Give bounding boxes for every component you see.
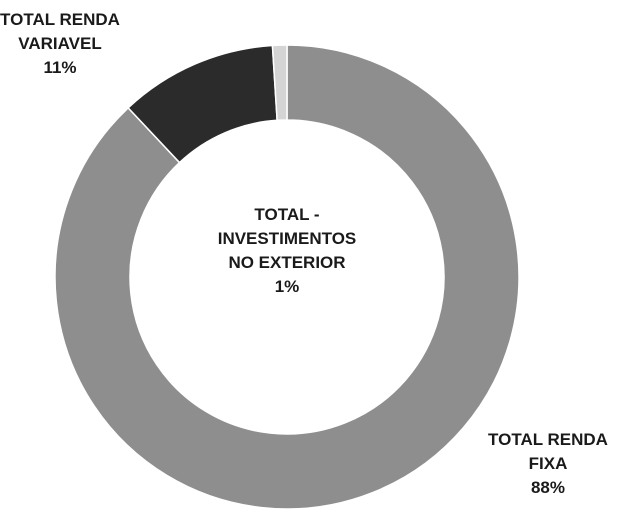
segment-label: TOTAL RENDA VARIAVEL — [0, 10, 120, 53]
segment-label: TOTAL RENDA FIXA — [488, 430, 608, 473]
label-line: TOTAL RENDA — [0, 10, 120, 29]
label-line: TOTAL - — [254, 205, 319, 224]
donut-segment — [271, 44, 288, 122]
label-line: TOTAL RENDA — [488, 430, 608, 449]
percent-sign: % — [550, 478, 565, 497]
label-line: INVESTIMENTOS — [218, 229, 357, 248]
value-label: 11% — [43, 58, 76, 77]
percent-sign: % — [284, 277, 299, 296]
value-label: 88% — [531, 478, 565, 497]
label-line: NO EXTERIOR — [228, 253, 345, 272]
label-line: FIXA — [529, 454, 568, 473]
percent-sign: % — [61, 58, 76, 77]
label-line: VARIAVEL — [18, 34, 101, 53]
donut-segment — [54, 44, 520, 510]
value-label: 1% — [275, 277, 300, 296]
segment-label: TOTAL - INVESTIMENTOS NO EXTERIOR — [218, 205, 357, 272]
